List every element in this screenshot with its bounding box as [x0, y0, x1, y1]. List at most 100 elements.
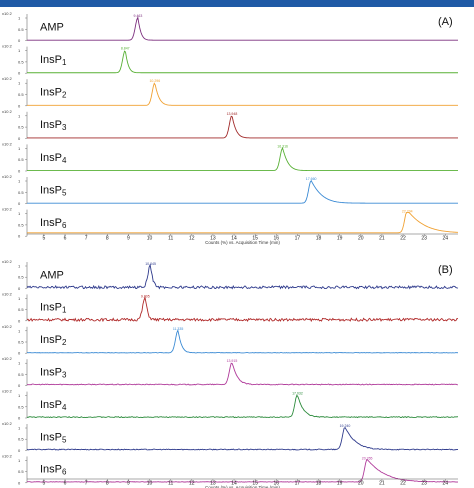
peak-label: 13.948: [227, 112, 238, 116]
y-tick-label: 0: [18, 416, 21, 421]
x-tick-label: 8: [106, 236, 109, 242]
trace-label: InsP4: [40, 399, 67, 412]
trace-line: [27, 179, 458, 204]
trace-label: AMP: [40, 269, 64, 281]
trace-line: [26, 459, 459, 483]
y-tick-label: 0: [18, 383, 21, 388]
y-tick-label: 0: [18, 351, 21, 356]
y-tick-label: 1: [18, 264, 21, 269]
panel-a: (A) x10 2 1 0.5 0 9.463 AMP x10 2 1 0.5 0 8.847 InsP…: [2, 11, 459, 245]
trace-line: [27, 50, 458, 74]
y-tick-label: 0: [18, 169, 21, 174]
peak-label: 11.335: [173, 327, 183, 331]
panel-label: (A): [438, 16, 453, 28]
y-tick-label: 1: [18, 113, 21, 118]
y-tick-label: 0: [18, 38, 21, 43]
x-tick-label: 20: [358, 481, 364, 487]
x-tick-label: 9: [127, 236, 130, 242]
y-exponent-label: x10 2: [2, 207, 13, 212]
y-tick-label: 0: [18, 480, 21, 485]
y-tick-label: 0.5: [18, 275, 24, 280]
y-tick-label: 0.5: [18, 469, 24, 474]
y-tick-label: 0.5: [18, 222, 24, 227]
x-tick-label: 11: [168, 236, 173, 242]
trace-label: InsP1: [40, 54, 67, 67]
x-tick-label: 14: [231, 481, 237, 487]
x-tick-label: 5: [43, 481, 46, 487]
peak-label: 17.660: [306, 177, 317, 181]
x-tick-label: 19: [337, 236, 343, 242]
y-tick-label: 0.5: [18, 307, 24, 312]
x-tick-label: 23: [421, 236, 427, 242]
x-tick-label: 12: [189, 236, 195, 242]
x-tick-label: 5: [43, 236, 46, 242]
y-exponent-label: x10 2: [2, 453, 13, 458]
peak-label: 10.045: [145, 262, 156, 266]
x-tick-label: 17: [295, 236, 301, 242]
x-tick-label: 14: [231, 236, 237, 242]
y-tick-label: 0.5: [18, 372, 24, 377]
y-tick-label: 1: [18, 296, 21, 301]
trace-label: InsP6: [40, 464, 67, 477]
x-axis-title: Counts (%) vs. Acquisition Time (min): [205, 485, 280, 488]
peak-label: 9.463: [134, 14, 143, 18]
peak-label: 9.805: [141, 294, 150, 298]
x-tick-label: 6: [64, 236, 67, 242]
y-tick-label: 1: [18, 179, 21, 184]
panel-b: (B) x10 2 1 0.5 0 10.045 AMP x10 2 1 0.5 0 9.805 Ins…: [2, 259, 459, 488]
trace-label: InsP5: [40, 431, 67, 444]
trace-line: [26, 329, 459, 354]
x-tick-label: 18: [316, 236, 322, 242]
y-tick-label: 1: [18, 81, 21, 86]
x-tick-label: 11: [168, 481, 173, 487]
x-tick-label: 13: [210, 481, 216, 487]
y-tick-label: 0.5: [18, 27, 24, 32]
y-exponent-label: x10 2: [2, 259, 13, 264]
trace-line: [26, 394, 459, 419]
peak-label: 10.296: [149, 79, 160, 83]
x-axis-title: Counts (%) vs. Acquisition Time (min): [205, 240, 280, 245]
y-tick-label: 0.5: [18, 190, 24, 195]
x-tick-label: 20: [358, 236, 364, 242]
trace-label: InsP3: [40, 119, 67, 132]
x-tick-label: 22: [400, 481, 406, 487]
x-tick-label: 8: [106, 481, 109, 487]
x-tick-label: 7: [85, 481, 88, 487]
x-tick-label: 22: [400, 236, 406, 242]
trace-line: [27, 212, 459, 234]
trace-line: [26, 426, 459, 451]
y-tick-label: 0: [18, 103, 21, 108]
trace-label: AMP: [40, 21, 64, 33]
x-tick-label: 24: [443, 236, 449, 242]
x-tick-label: 16: [274, 236, 280, 242]
peak-label: 8.847: [121, 47, 130, 51]
y-tick-label: 0: [18, 318, 21, 323]
x-tick-label: 13: [210, 236, 216, 242]
x-tick-label: 16: [274, 481, 280, 487]
x-tick-label: 24: [443, 481, 449, 487]
y-tick-label: 0.5: [18, 125, 24, 130]
x-tick-label: 19: [337, 481, 343, 487]
y-tick-label: 0: [18, 136, 21, 141]
panel-label: (B): [438, 264, 453, 276]
peak-label: 17.032: [292, 392, 303, 396]
x-tick-label: 23: [421, 481, 427, 487]
trace-line: [26, 362, 459, 386]
y-tick-label: 1: [18, 426, 21, 431]
x-tick-label: 10: [147, 481, 153, 487]
x-tick-label: 21: [379, 481, 385, 487]
x-tick-label: 12: [189, 481, 195, 487]
y-exponent-label: x10 2: [2, 356, 13, 361]
trace-line: [26, 295, 459, 323]
y-exponent-label: x10 2: [2, 389, 13, 394]
x-tick-label: 7: [85, 236, 88, 242]
peak-label: 20.265: [362, 456, 373, 460]
peak-label: 16.316: [277, 144, 288, 148]
y-exponent-label: x10 2: [2, 44, 13, 49]
peak-label: 19.240: [340, 424, 351, 428]
y-tick-label: 0: [18, 71, 21, 76]
y-tick-label: 1: [18, 328, 21, 333]
y-exponent-label: x10 2: [2, 421, 13, 426]
x-tick-label: 9: [127, 481, 130, 487]
